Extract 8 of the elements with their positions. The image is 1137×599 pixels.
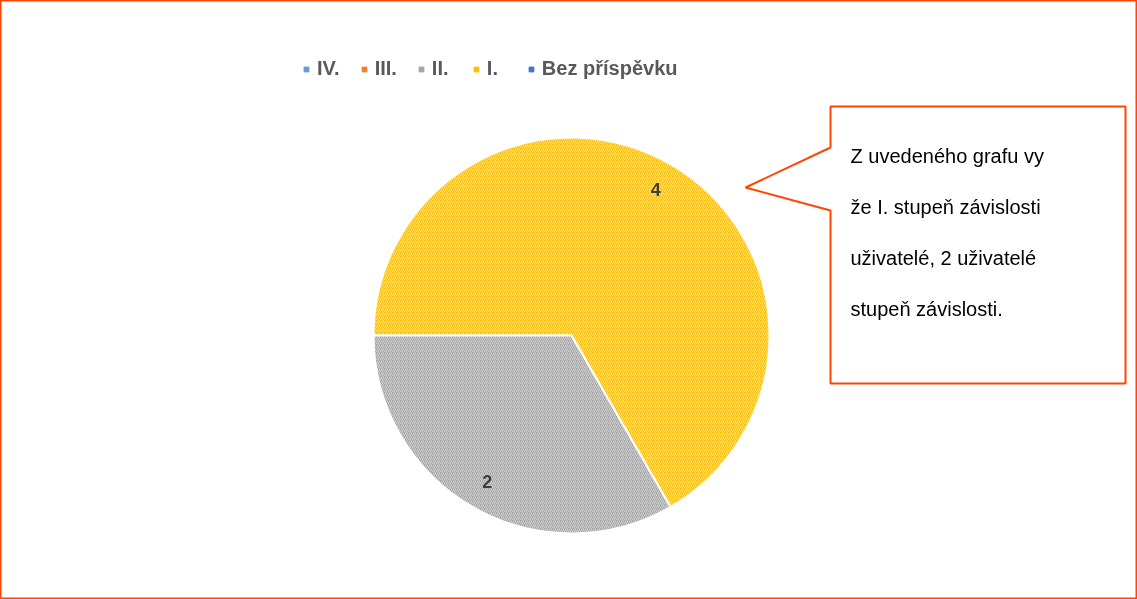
legend-label: I.	[486, 57, 499, 80]
legend-label: II.	[431, 57, 450, 80]
legend-label: Bez příspěvku	[541, 57, 678, 80]
data-label: 4	[650, 180, 661, 201]
legend-label: IV.	[317, 57, 340, 80]
data-label: 2	[482, 471, 493, 492]
text: Z uvedeného grafu vy že I. stupeň závislosti uživatelé, 2 uživatelé stupeň závislosti.	[850, 144, 1044, 320]
legend-label: III.	[374, 57, 397, 80]
